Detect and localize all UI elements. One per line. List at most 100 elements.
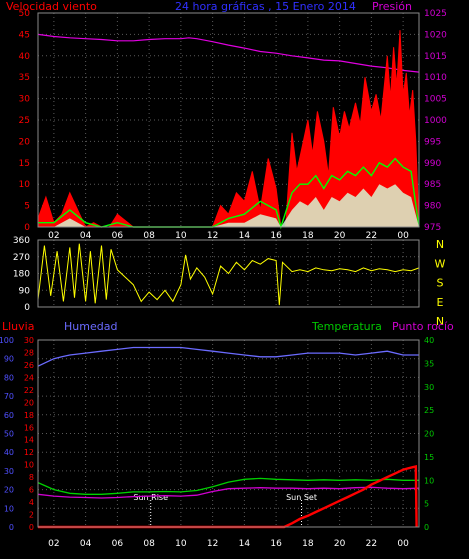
wind-x-tick-label: 04 <box>80 231 92 241</box>
rain-tick-label: 10 <box>24 461 34 470</box>
sun-marker-label: Sun Rise <box>133 493 168 502</box>
wind-x-tick-label: 18 <box>302 231 314 241</box>
rain-tick-label: 28 <box>24 348 34 357</box>
th-x-tick-label: 04 <box>80 539 92 549</box>
direction-degree-label: 90 <box>19 286 31 296</box>
sun-marker-label: Sun Set <box>286 493 317 502</box>
wind-speed-tick-label: 45 <box>19 30 30 40</box>
direction-panel-frame <box>37 239 420 308</box>
rain-axis-title: Lluvia <box>2 320 34 333</box>
rain-tick-label: 16 <box>24 423 34 432</box>
temperature-tick-label: 10 <box>424 476 434 485</box>
compass-letter: E <box>437 296 444 309</box>
pressure-tick-label: 990 <box>424 159 441 169</box>
temperature-ticks: 0 5 10 15 20 25 30 35 40 <box>424 336 434 532</box>
dew-point-axis-title: Punto rocío <box>392 320 454 333</box>
wind-speed-tick-label: 35 <box>19 73 30 83</box>
humidity-tick-label: 10 <box>4 504 14 513</box>
temperature-tick-label: 5 <box>424 500 429 509</box>
humidity-axis-title: Humedad <box>64 320 117 333</box>
rain-tick-label: 12 <box>24 448 34 457</box>
temperature-tick-label: 15 <box>424 453 434 462</box>
rain-tick-label: 0 <box>29 523 34 532</box>
direction-series <box>37 243 420 306</box>
wind-x-tick-label: 20 <box>334 231 346 241</box>
rain-tick-label: 22 <box>24 386 34 395</box>
wind-min-area <box>38 184 419 227</box>
compass-letter: W <box>435 257 446 270</box>
compass-letter: N <box>436 315 444 328</box>
wind-pressure-series <box>37 30 420 230</box>
humidity-tick-label: 20 <box>4 486 14 495</box>
wind-x-tick-label: 12 <box>207 231 218 241</box>
rain-tick-label: 4 <box>29 498 34 507</box>
th-x-tick-label: 02 <box>48 539 59 549</box>
humidity-tick-label: 90 <box>4 355 14 364</box>
temperature-tick-label: 25 <box>424 406 434 415</box>
th-x-tick-label: 10 <box>175 539 187 549</box>
humidity-tick-label: 80 <box>4 373 14 382</box>
temperature-tick-label: 35 <box>424 359 434 368</box>
th-panel-frame <box>37 339 420 528</box>
humidity-line <box>37 346 419 367</box>
wind-speed-axis-title: Velocidad viento <box>6 0 97 13</box>
wind-average-line <box>38 157 420 230</box>
wind-time-ticks: 02 04 06 08 10 12 14 16 18 20 22 00 <box>48 231 409 241</box>
temperature-tick-label: 20 <box>424 430 434 439</box>
pressure-tick-label: 980 <box>424 202 441 212</box>
th-x-tick-label: 22 <box>366 539 377 549</box>
pressure-tick-label: 1010 <box>424 73 447 83</box>
temperature-axis-title: Temperatura <box>311 320 382 333</box>
direction-degree-label: 360 <box>13 236 30 246</box>
wind-speed-tick-label: 15 <box>19 159 30 169</box>
rain-tick-label: 14 <box>24 436 34 445</box>
rain-tick-label: 8 <box>29 473 34 482</box>
wind-x-tick-label: 10 <box>175 231 187 241</box>
wind-speed-tick-label: 5 <box>24 202 30 212</box>
pressure-tick-label: 1020 <box>424 30 447 40</box>
wind-gust-area <box>37 30 420 228</box>
wind-x-tick-label: 08 <box>143 231 155 241</box>
wind-speed-tick-label: 10 <box>19 180 31 190</box>
wind-speed-tick-label: 0 <box>24 223 30 233</box>
rain-tick-label: 26 <box>24 361 34 370</box>
direction-degree-ticks: 0 90 180 270 360 <box>13 236 30 313</box>
pressure-tick-label: 995 <box>424 137 441 147</box>
humidity-tick-label: 40 <box>4 448 14 457</box>
rain-tick-label: 6 <box>29 486 34 495</box>
temperature-line <box>37 477 419 495</box>
wind-speed-tick-label: 50 <box>19 9 31 19</box>
th-x-tick-label: 18 <box>302 539 314 549</box>
wind-speed-tick-label: 30 <box>19 95 31 105</box>
temperature-tick-label: 40 <box>424 336 434 345</box>
wind-x-tick-label: 22 <box>366 231 377 241</box>
pressure-tick-label: 1015 <box>424 52 447 62</box>
th-x-tick-label: 06 <box>112 539 124 549</box>
rain-tick-label: 20 <box>24 398 34 407</box>
sun-markers: Sun Rise Sun Set <box>133 493 317 527</box>
temperature-tick-label: 30 <box>424 383 434 392</box>
pressure-tick-label: 1005 <box>424 95 447 105</box>
rain-tick-label: 30 <box>24 336 34 345</box>
humidity-ticks: 0 10 20 30 40 50 60 70 80 90 100 <box>0 336 14 532</box>
th-x-tick-label: 00 <box>397 539 409 549</box>
wind-pressure-panel: Velocidad viento 24 hora gráficas , 15 E… <box>6 0 447 241</box>
pressure-axis-title: Presión <box>372 0 412 13</box>
humidity-tick-label: 50 <box>4 430 14 439</box>
pressure-tick-label: 975 <box>424 223 441 233</box>
rain-tick-label: 18 <box>24 411 34 420</box>
direction-degree-label: 0 <box>24 303 30 313</box>
wind-x-tick-label: 06 <box>112 231 124 241</box>
wind-x-tick-label: 14 <box>239 231 251 241</box>
rain-tick-label: 2 <box>29 511 34 520</box>
th-x-tick-label: 12 <box>207 539 218 549</box>
wind-x-tick-label: 00 <box>397 231 409 241</box>
pressure-tick-label: 1000 <box>424 116 447 126</box>
th-x-tick-label: 14 <box>239 539 251 549</box>
th-time-ticks: 02 04 06 08 10 12 14 16 18 20 22 00 <box>48 539 409 549</box>
wind-x-tick-label: 02 <box>48 231 59 241</box>
chart-title: 24 hora gráficas , 15 Enero 2014 <box>175 0 356 13</box>
